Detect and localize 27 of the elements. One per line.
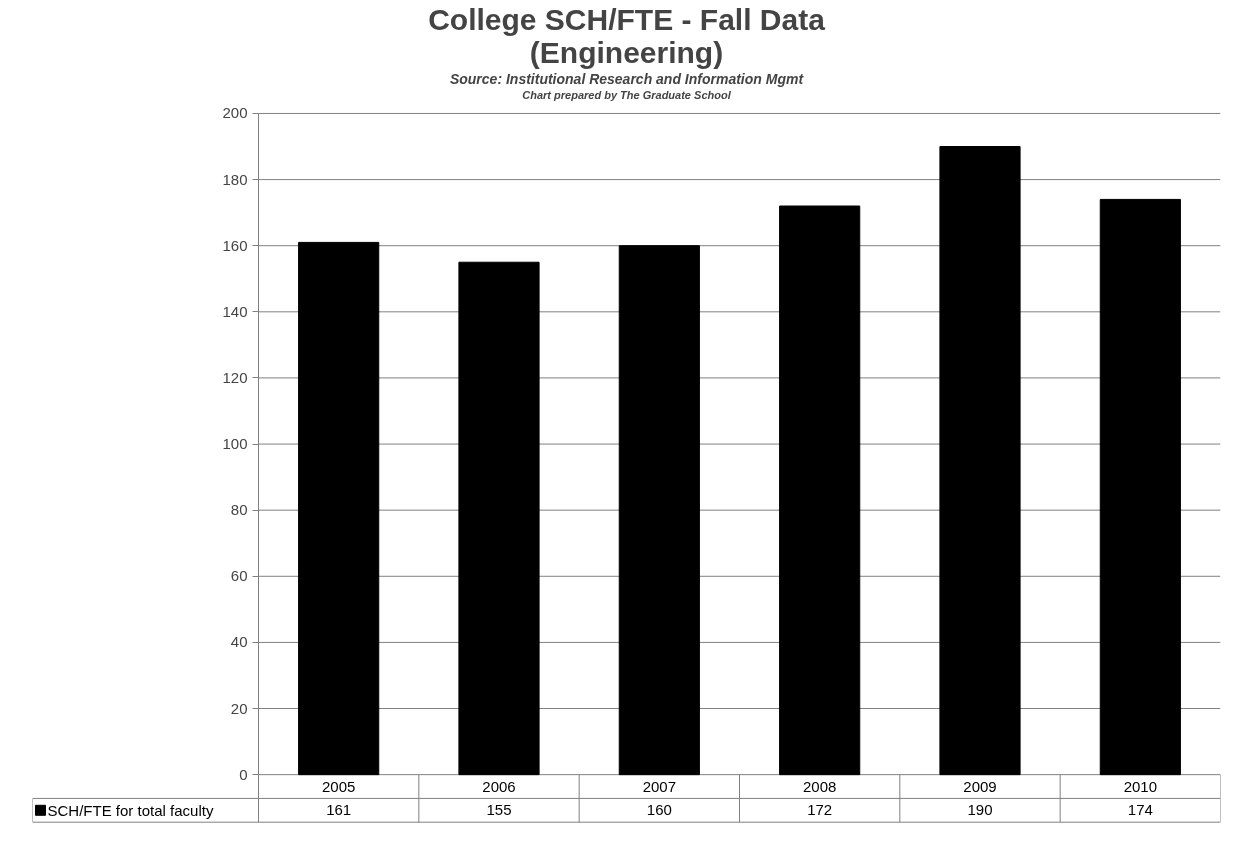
y-tick-label: 120 — [222, 368, 248, 386]
y-tick-label: 160 — [222, 236, 248, 254]
y-tick-label: 40 — [230, 633, 248, 651]
y-tick-label: 20 — [230, 699, 248, 717]
x-tick-label: 2005 — [321, 777, 356, 795]
y-tick-label: 100 — [222, 435, 248, 453]
x-tick-label: 2010 — [1123, 777, 1158, 795]
data-label: 172 — [807, 801, 833, 819]
data-label: 190 — [967, 801, 993, 819]
y-tick-label: 180 — [222, 170, 248, 188]
y-tick-label: 200 — [222, 104, 248, 122]
data-label: 174 — [1127, 801, 1153, 819]
y-tick-label: 140 — [222, 302, 248, 320]
data-label: 160 — [646, 801, 672, 819]
x-tick-label: 2009 — [963, 777, 997, 795]
y-tick-label: 80 — [230, 501, 248, 519]
x-tick-label: 2008 — [802, 777, 837, 795]
legend-label: SCH/FTE for total faculty — [47, 801, 214, 819]
y-tick-label: 60 — [230, 567, 248, 585]
y-tick-label: 0 — [239, 765, 248, 783]
data-label: 161 — [326, 801, 352, 819]
x-tick-label: 2006 — [482, 777, 516, 795]
source-note: Source: Institutional Research and Information Mgmt — [449, 70, 805, 87]
chart-title: College SCH/FTE - Fall Data (Engineering) — [428, 2, 826, 69]
data-label: 155 — [486, 801, 512, 819]
text: Chart prepared by The Graduate School — [522, 88, 732, 101]
x-tick-label: 2007 — [642, 777, 677, 795]
